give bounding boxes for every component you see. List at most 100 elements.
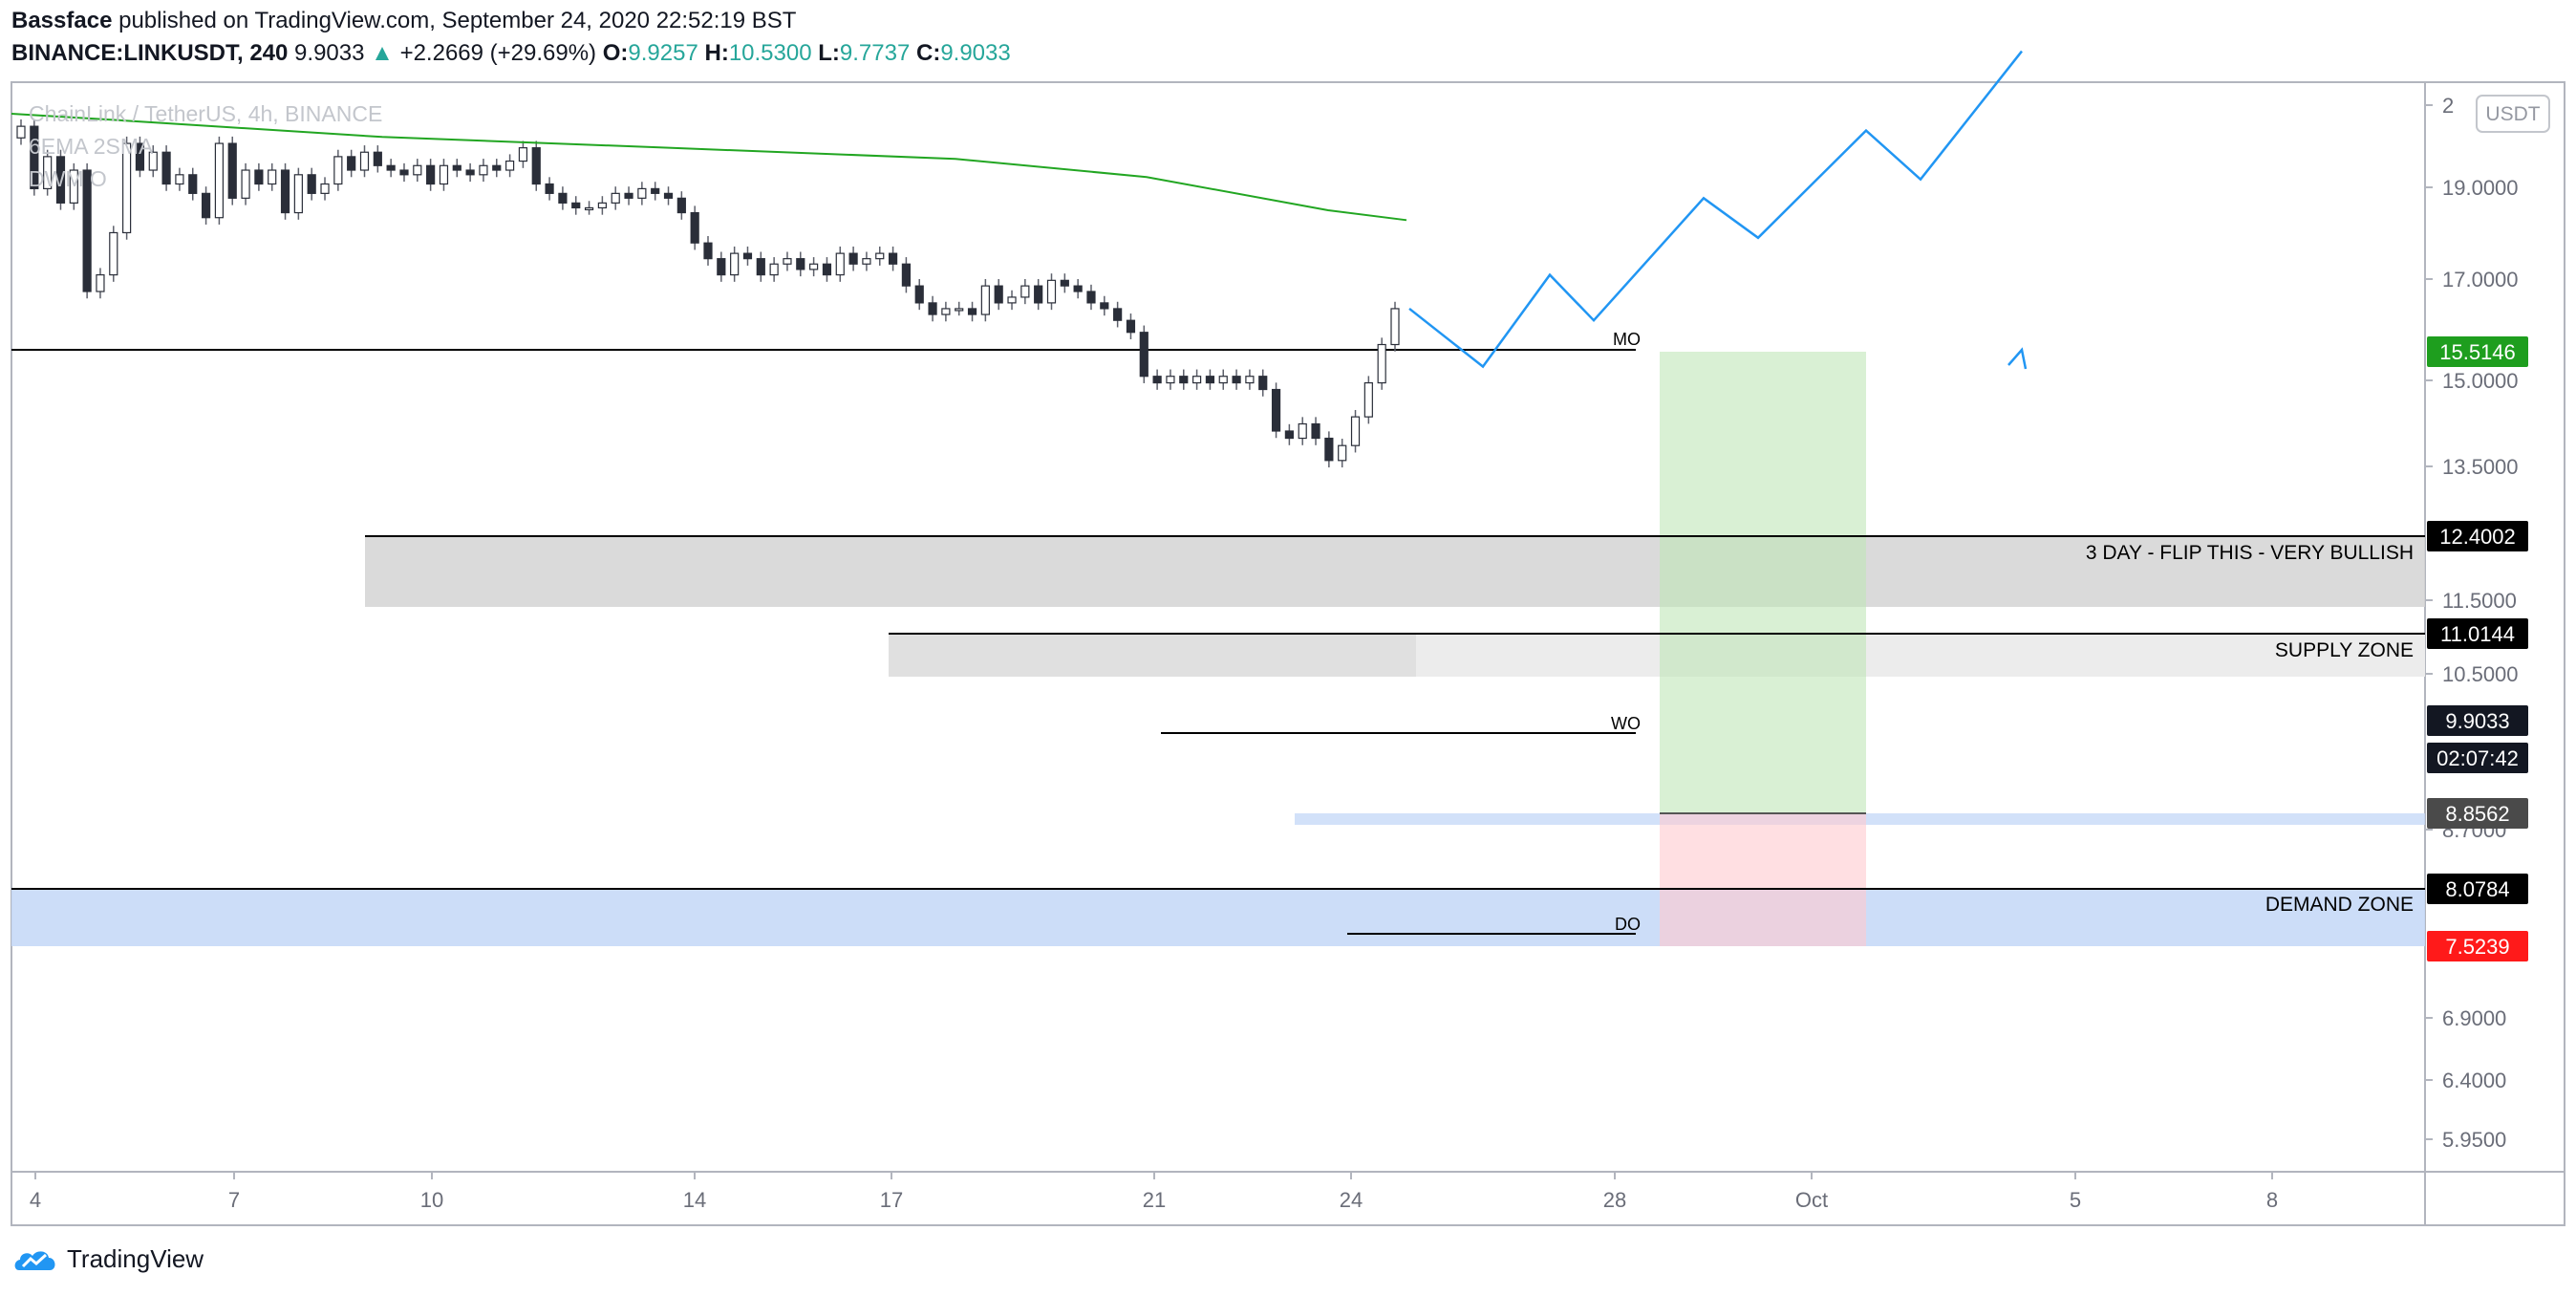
- wo-label: WO: [1611, 714, 1641, 733]
- time-tick-label: 10: [420, 1188, 443, 1212]
- candle-body: [941, 308, 951, 315]
- time-tick-label: 4: [30, 1188, 41, 1212]
- candle-body: [1338, 444, 1347, 462]
- candle-body: [373, 151, 382, 166]
- price-label-text: 8.0784: [2445, 877, 2509, 901]
- candle-body: [1152, 376, 1162, 384]
- candle-body: [333, 156, 343, 185]
- candle-body: [545, 183, 554, 194]
- price-label-text: 9.9033: [2445, 709, 2509, 733]
- candles-layer: [16, 119, 1400, 468]
- tradingview-brand: TradingView: [67, 1244, 204, 1273]
- candle-body: [188, 174, 198, 194]
- legend-opens: DWM O: [29, 166, 107, 191]
- flip-zone-label: 3 DAY - FLIP THIS - VERY BULLISH: [2086, 542, 2414, 564]
- currency-badge[interactable]: USDT: [2476, 95, 2550, 133]
- candle-body: [82, 169, 92, 292]
- last-price: 9.9033: [294, 40, 365, 66]
- do-label: DO: [1615, 915, 1641, 934]
- time-tick-label: Oct: [1795, 1188, 1828, 1212]
- price-label-box: [2427, 798, 2528, 829]
- candle-body: [1284, 430, 1294, 440]
- price-label-text: 15.5146: [2439, 340, 2516, 364]
- candle-body: [96, 273, 105, 292]
- tradingview-cloud-icon: [14, 1250, 55, 1270]
- time-tick-label: 7: [228, 1188, 240, 1212]
- candle-body: [531, 147, 541, 185]
- candle-body: [386, 164, 396, 171]
- target-zone: [1660, 352, 1866, 813]
- candle-body: [479, 164, 488, 176]
- price-tick-label: 13.5000: [2442, 455, 2519, 479]
- candle-body: [214, 142, 225, 219]
- candle-body: [783, 258, 792, 265]
- candle-body: [611, 192, 620, 204]
- candle-body: [835, 252, 845, 276]
- publish-info: Bassface published on TradingView.com, S…: [11, 8, 796, 34]
- supply-zone-inner: [889, 634, 1416, 677]
- legend-title: ChainLink / TetherUS, 4h, BINANCE: [29, 101, 382, 126]
- candle-body: [1218, 376, 1228, 384]
- chart-legend: ChainLink / TetherUS, 4h, BINANCE 6EMA 2…: [29, 101, 382, 191]
- candle-body: [1007, 296, 1017, 304]
- candle-body: [928, 302, 937, 315]
- candle-body: [254, 169, 264, 185]
- price-label-text: 8.8562: [2445, 802, 2509, 826]
- price-label-box: [2427, 618, 2528, 649]
- price-tick-label: 11.5000: [2442, 589, 2517, 613]
- candle-body: [1324, 437, 1334, 462]
- candle-body: [227, 142, 237, 199]
- open-value: 9.9257: [628, 40, 698, 66]
- demand-zone: [11, 889, 2425, 946]
- high-value: 10.5300: [728, 40, 812, 66]
- candle-body: [1100, 302, 1109, 310]
- candle-body: [280, 169, 290, 214]
- mo-label: MO: [1613, 330, 1641, 349]
- price-label-text: 11.0144: [2440, 622, 2515, 646]
- candle-body: [624, 192, 633, 199]
- time-tick-label: 28: [1603, 1188, 1626, 1212]
- candle-body: [1232, 376, 1241, 384]
- high-label: H:: [704, 40, 729, 66]
- candle-body: [1245, 376, 1255, 384]
- price-tick-label: 6.9000: [2442, 1006, 2506, 1030]
- candle-body: [1271, 388, 1281, 432]
- low-value: 9.7737: [839, 40, 911, 66]
- candle-body: [109, 231, 118, 276]
- candle-body: [518, 147, 528, 162]
- candle-body: [1113, 308, 1123, 321]
- time-tick-label: 5: [2070, 1188, 2081, 1212]
- candle-body: [148, 151, 158, 171]
- candle-body: [359, 151, 370, 171]
- candle-body: [1350, 416, 1361, 446]
- candle-body: [980, 285, 990, 315]
- candle-body: [347, 156, 356, 171]
- candle-body: [1073, 285, 1083, 292]
- time-tick-label: 14: [683, 1188, 706, 1212]
- candle-body: [122, 142, 132, 234]
- candle-body: [663, 192, 674, 199]
- tradingview-footer[interactable]: TradingView: [11, 1244, 204, 1274]
- candle-body: [1205, 376, 1215, 384]
- low-label: L:: [818, 40, 840, 66]
- candle-body: [690, 211, 699, 244]
- candle-body: [862, 258, 871, 265]
- chart-frame: [11, 81, 2565, 1226]
- candle-body: [558, 192, 568, 204]
- candle-body: [307, 174, 316, 194]
- candle-body: [584, 206, 594, 211]
- candle-body: [413, 164, 422, 176]
- candle-body: [730, 252, 740, 276]
- price-label-text: 02:07:42: [2436, 746, 2519, 770]
- price-label-text: 7.5239: [2445, 935, 2509, 959]
- candle-body: [809, 263, 819, 270]
- candle-body: [742, 252, 753, 260]
- price-label-box: [2427, 336, 2528, 367]
- price-label-box: [2427, 743, 2528, 773]
- price-tick-label: 5.9500: [2442, 1128, 2506, 1152]
- price-label-box: [2427, 874, 2528, 904]
- demand-zone-label: DEMAND ZONE: [2265, 894, 2414, 916]
- candle-body: [43, 156, 53, 190]
- price-label-text: 12.4002: [2439, 525, 2516, 549]
